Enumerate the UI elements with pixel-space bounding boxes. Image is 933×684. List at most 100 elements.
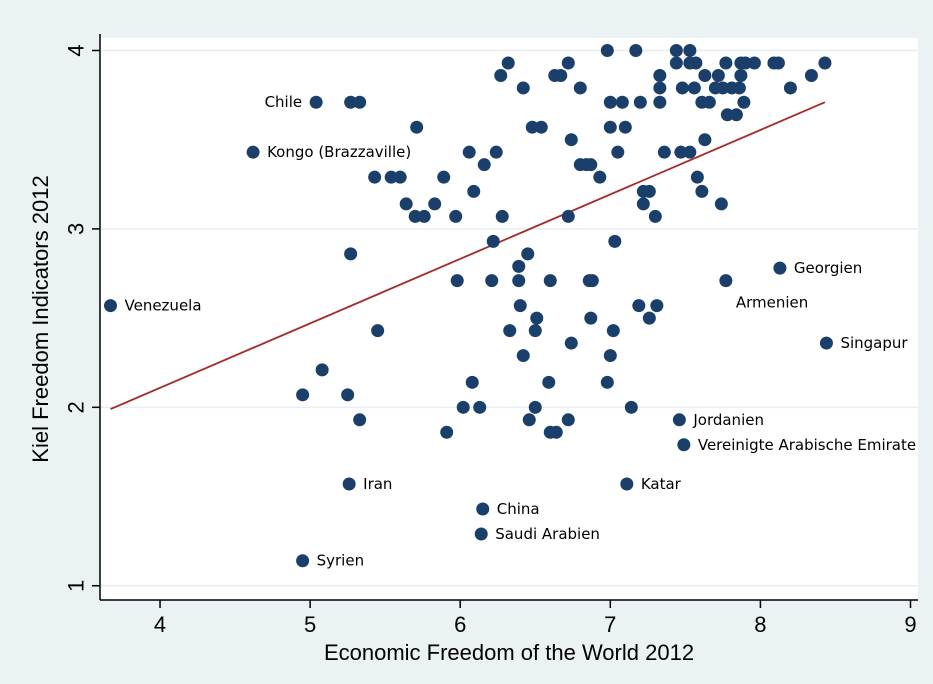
data-point [516,81,530,95]
data-point [513,299,527,313]
data-point-labeled [672,413,686,427]
data-point [384,170,398,184]
data-point [674,145,688,159]
y-tick-label: 3 [64,223,89,235]
data-point [417,209,431,223]
point-label: Venezuela [125,297,202,315]
data-point [485,274,499,288]
data-point [564,133,578,147]
data-point [695,184,709,198]
data-point [642,311,656,325]
data-point [683,145,697,159]
data-point [804,68,818,82]
data-point [428,197,442,211]
data-point [561,209,575,223]
data-point [584,158,598,172]
data-point [690,170,704,184]
data-point [494,68,508,82]
data-point [653,95,667,109]
data-point-labeled [246,145,260,159]
data-point [818,56,832,70]
data-point [624,400,638,414]
data-point [549,425,563,439]
data-point-labeled [104,299,118,313]
data-point [503,324,517,338]
data-point [437,170,451,184]
data-point [737,95,751,109]
point-label: Jordanien [692,411,764,429]
point-label: Kongo (Brazzaville) [267,143,411,161]
point-label: Armenien [736,294,808,312]
data-point [600,43,614,57]
data-point [657,145,671,159]
data-point [720,108,734,122]
data-point [542,375,556,389]
data-point [399,197,413,211]
data-point [353,413,367,427]
data-point [603,120,617,134]
data-point [606,324,620,338]
data-point [689,56,703,70]
data-point [698,133,712,147]
point-label: Singapur [840,334,908,352]
plot-area [100,38,918,600]
data-point [615,95,629,109]
data-point [344,95,358,109]
data-point [650,299,664,313]
data-point [603,349,617,363]
y-tick-label: 1 [64,580,89,592]
gridlines [100,49,918,587]
data-point [341,388,355,402]
data-point [734,68,748,82]
data-point [449,209,463,223]
data-point [528,400,542,414]
data-point-labeled [309,95,323,109]
data-point [584,311,598,325]
data-point [477,158,491,172]
data-point [534,120,548,134]
data-point [593,170,607,184]
x-tick-label: 6 [454,612,466,637]
data-point [516,349,530,363]
data-point [669,43,683,57]
data-point [732,81,746,95]
data-point [683,43,697,57]
data-point [525,120,539,134]
data-point [648,209,662,223]
point-label: Georgien [794,259,862,277]
data-point [554,68,568,82]
data-point [440,425,454,439]
data-point [698,68,712,82]
data-point [771,56,785,70]
data-point [675,81,689,95]
data-point [465,375,479,389]
data-point [353,95,367,109]
data-point-labeled [719,274,733,288]
data-point [522,413,536,427]
data-point [669,56,683,70]
data-point [456,400,470,414]
data-point [702,95,716,109]
x-tick-label: 5 [304,612,316,637]
point-label: Iran [363,475,392,493]
data-point [719,56,733,70]
data-point [410,120,424,134]
data-point [711,68,725,82]
data-point [371,324,385,338]
data-point [653,68,667,82]
data-point [344,247,358,261]
data-point-labeled [474,527,488,541]
data-point-labeled [476,502,490,516]
y-tick-label: 2 [64,401,89,413]
data-point-labeled [620,477,634,491]
data-point [495,209,509,223]
data-point [486,234,500,248]
data-point [528,324,542,338]
data-point [629,43,643,57]
point-labels: Chile Kongo (Brazzaville) Venezuela Georgie… [125,93,917,570]
data-point-labeled [677,438,691,452]
data-point [633,95,647,109]
axes [99,34,918,601]
